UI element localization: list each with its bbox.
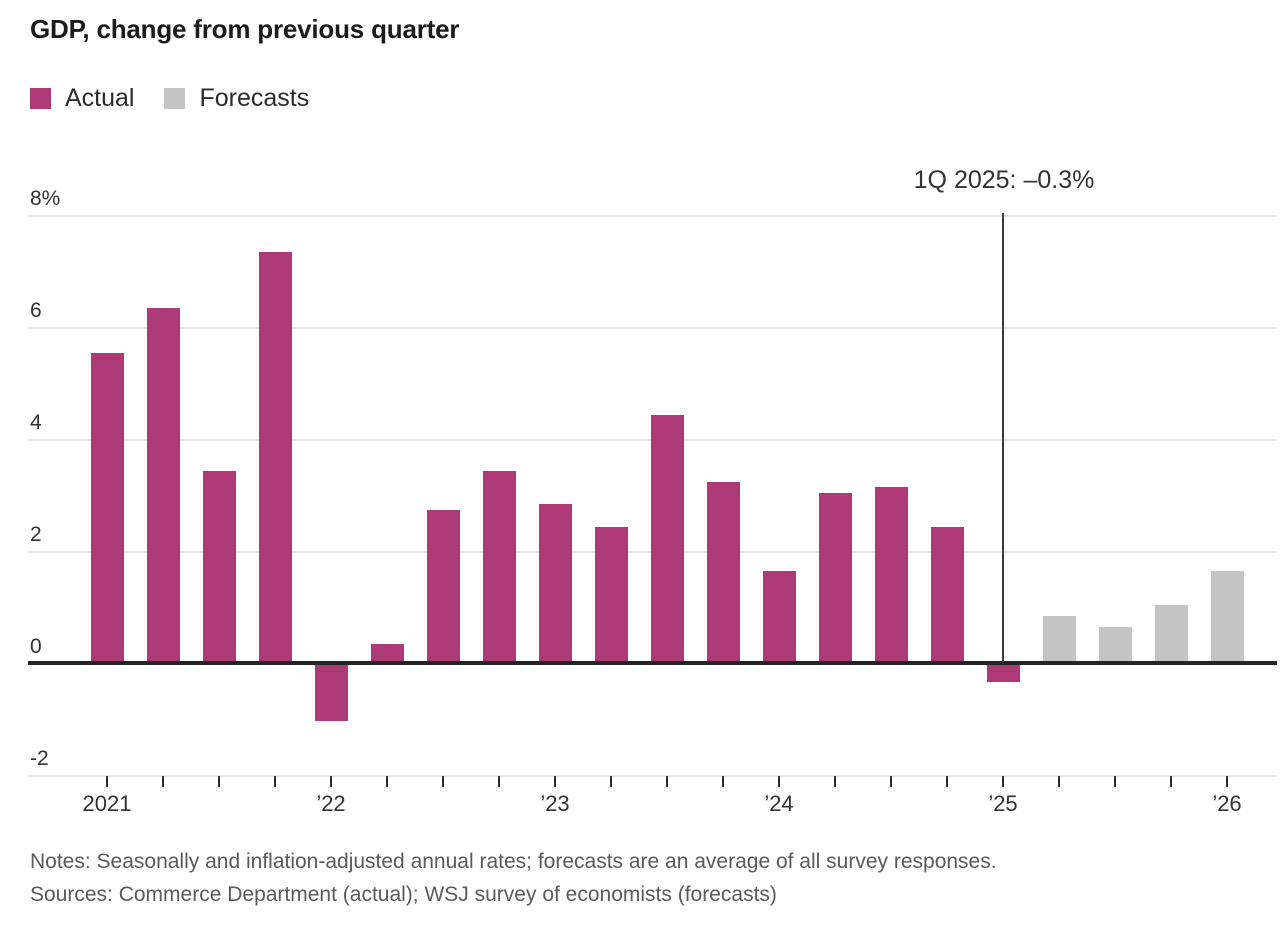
bar-4q-2021[interactable]	[259, 252, 292, 661]
bar-2q-2022[interactable]	[371, 644, 404, 661]
x-axis-tick	[1114, 776, 1116, 787]
x-axis-label-26: ’26	[1212, 791, 1242, 816]
bar-2q-2021[interactable]	[147, 308, 180, 661]
bar-4q-2023[interactable]	[707, 482, 740, 661]
bar-3q-2024[interactable]	[875, 487, 908, 661]
y-axis-label-0: 0	[30, 635, 42, 658]
x-axis-tick	[1226, 776, 1228, 787]
bar-4q-2024[interactable]	[931, 527, 964, 661]
y-axis-label-8: 8%	[30, 187, 61, 210]
bar-1q-2022[interactable]	[315, 665, 348, 721]
x-axis-label-23: ’23	[540, 791, 570, 816]
y-axis-label-6: 6	[30, 299, 42, 322]
gridline-8	[28, 215, 1277, 217]
bar-1q-2025[interactable]	[987, 665, 1020, 682]
x-axis-tick	[778, 776, 780, 787]
gridline-6	[28, 327, 1277, 329]
annotation-line	[1002, 213, 1004, 664]
x-axis-tick	[834, 776, 836, 787]
bar-3q-2022[interactable]	[427, 510, 460, 661]
y-axis-label-4: 4	[30, 411, 42, 434]
y-axis-label--2: -2	[30, 747, 49, 770]
x-axis-tick	[106, 776, 108, 787]
x-axis-tick	[722, 776, 724, 787]
x-axis-tick	[274, 776, 276, 787]
x-axis-tick	[442, 776, 444, 787]
x-axis-tick	[554, 776, 556, 787]
x-axis-tick	[610, 776, 612, 787]
bar-2q-2024[interactable]	[819, 493, 852, 661]
legend-item-forecasts: Forecasts	[164, 84, 309, 113]
legend-label-forecasts: Forecasts	[199, 84, 310, 112]
bar-1q-2024[interactable]	[763, 571, 796, 661]
actual-swatch-icon	[30, 88, 51, 109]
chart-footnotes: Notes: Seasonally and inflation-adjusted…	[30, 845, 997, 911]
x-axis-tick	[386, 776, 388, 787]
x-axis-tick	[890, 776, 892, 787]
x-axis-tick	[218, 776, 220, 787]
x-axis-label-22: ’22	[316, 791, 346, 816]
zero-axis-line	[28, 661, 1277, 665]
legend-item-actual: Actual	[30, 84, 134, 113]
x-axis-tick	[330, 776, 332, 787]
legend-label-actual: Actual	[65, 84, 135, 112]
bar-4q-2025[interactable]	[1155, 605, 1188, 661]
sources-line: Sources: Commerce Department (actual); W…	[30, 883, 777, 906]
bar-3q-2023[interactable]	[651, 415, 684, 661]
bar-1q-2021[interactable]	[91, 353, 124, 661]
annotation-label: 1Q 2025: –0.3%	[913, 166, 1095, 194]
x-axis-label-2021: 2021	[82, 791, 132, 816]
x-axis-tick	[946, 776, 948, 787]
gridline--2	[28, 775, 1277, 777]
y-axis-label-2: 2	[30, 523, 42, 546]
x-axis-tick	[1170, 776, 1172, 787]
forecasts-swatch-icon	[164, 88, 186, 109]
x-axis-label-25: ’25	[988, 791, 1018, 816]
bar-2q-2023[interactable]	[595, 527, 628, 661]
notes-line: Notes: Seasonally and inflation-adjusted…	[30, 850, 997, 873]
chart-title: GDP, change from previous quarter	[30, 14, 460, 44]
x-axis-tick	[1002, 776, 1004, 787]
bar-3q-2025[interactable]	[1099, 627, 1132, 661]
x-axis-label-24: ’24	[764, 791, 794, 816]
bar-1q-2026[interactable]	[1211, 571, 1244, 661]
chart-legend: Actual Forecasts	[30, 84, 309, 113]
x-axis-tick	[162, 776, 164, 787]
x-axis-tick	[1058, 776, 1060, 787]
bar-3q-2021[interactable]	[203, 471, 236, 661]
bar-1q-2023[interactable]	[539, 504, 572, 661]
x-axis-tick	[666, 776, 668, 787]
bar-4q-2022[interactable]	[483, 471, 516, 661]
bar-2q-2025[interactable]	[1043, 616, 1076, 661]
x-axis-tick	[498, 776, 500, 787]
